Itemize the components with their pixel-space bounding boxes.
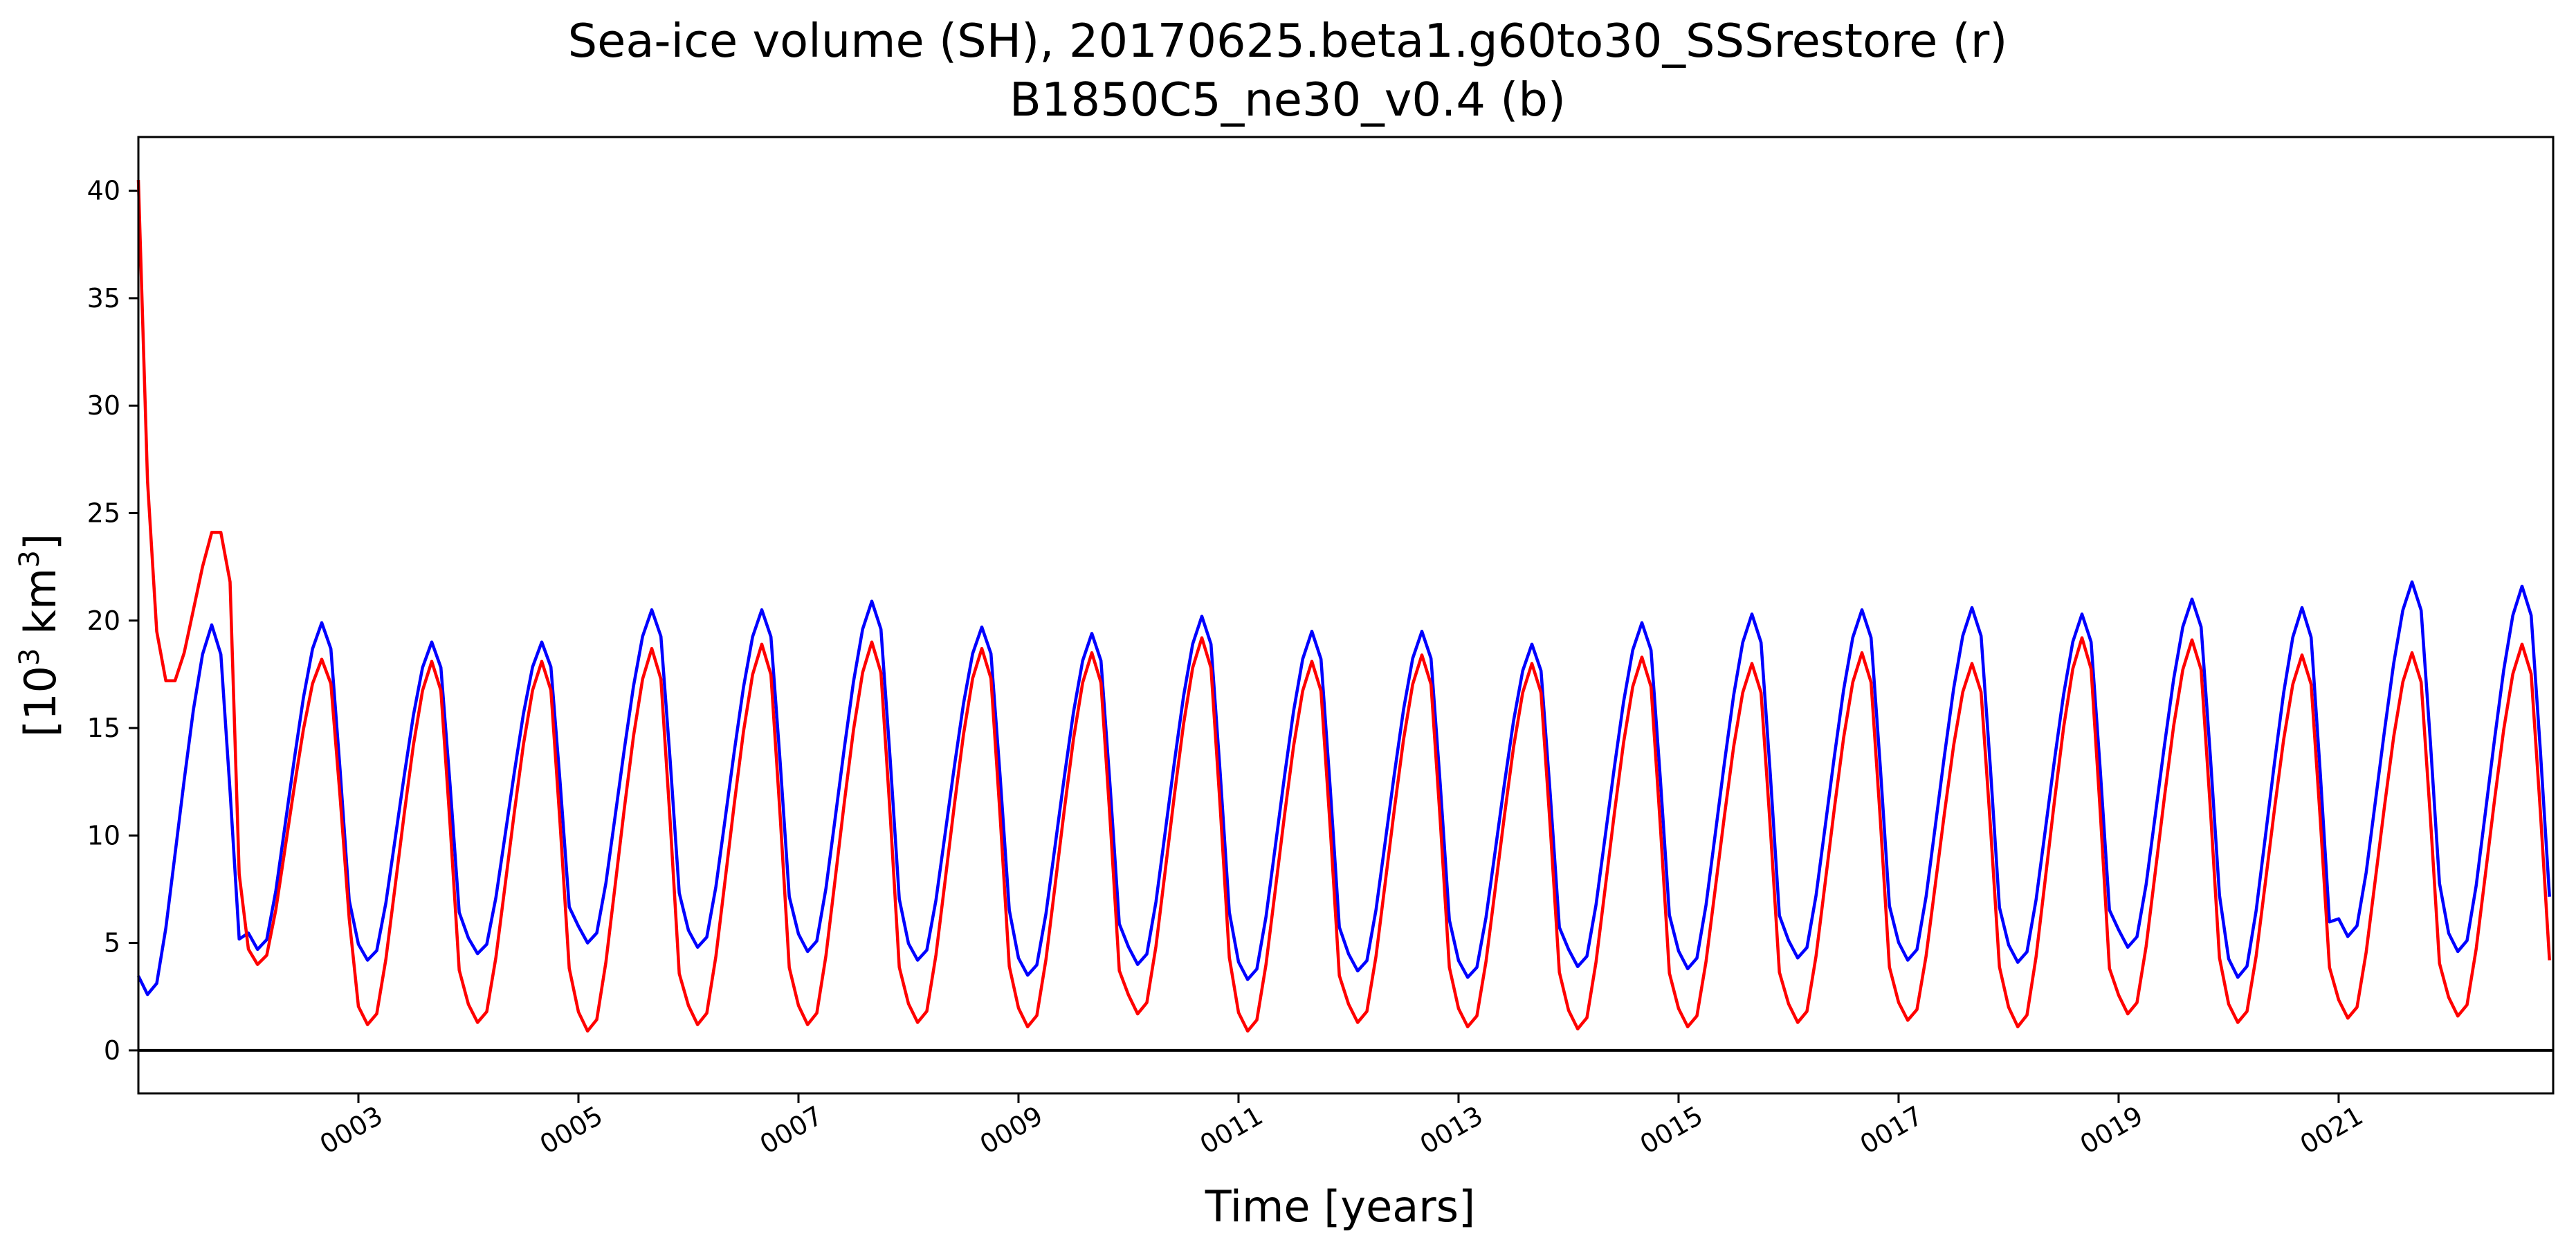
y-tick-label: 25 (87, 498, 120, 528)
x-axis-label: Time [years] (1205, 1181, 1475, 1232)
y-axis-label-exponent-1: 3 (14, 648, 46, 666)
y-tick-label: 35 (87, 283, 120, 313)
chart-title-line1: Sea-ice volume (SH), 20170625.beta1.g60t… (568, 14, 2008, 68)
y-tick-label: 40 (87, 176, 120, 206)
y-axis-label-suffix: ] (15, 534, 66, 550)
y-axis: 0 5 10 15 20 25 30 35 40 (87, 176, 138, 1066)
y-axis-label-prefix: [10 (15, 666, 66, 737)
y-tick-label: 10 (87, 820, 120, 850)
y-axis-label-unit: km (15, 568, 66, 648)
y-tick-label: 5 (104, 928, 120, 958)
chart-title-line2: B1850C5_ne30_v0.4 (b) (1010, 73, 1566, 127)
series-line-b (136, 580, 2551, 996)
y-axis-label: [103 km3] (14, 534, 66, 737)
y-tick-label: 30 (87, 390, 120, 421)
plot-frame (137, 136, 2555, 1095)
y-tick-label: 20 (87, 606, 120, 636)
series-line-r (136, 180, 2551, 1033)
y-tick-label: 0 (104, 1035, 120, 1066)
y-tick-label: 15 (87, 713, 120, 743)
y-axis-label-exponent-2: 3 (14, 550, 46, 567)
